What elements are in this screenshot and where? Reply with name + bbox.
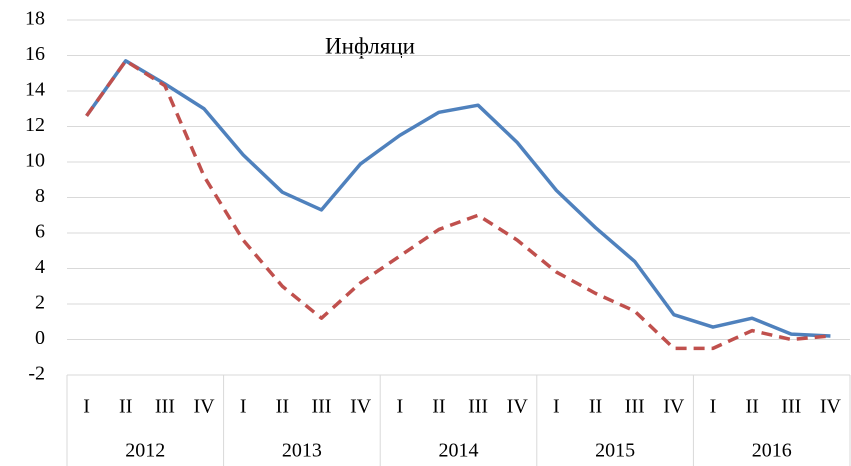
x-tick-label: IV [663, 396, 685, 418]
x-tick-label: III [625, 396, 645, 418]
x-tick-label: II [745, 396, 758, 418]
x-tick-label: I [396, 396, 403, 418]
year-label: 2012 [125, 440, 165, 462]
chart-title: Инфляци [325, 33, 415, 58]
x-tick-label: II [119, 396, 132, 418]
year-label: 2016 [752, 440, 792, 462]
y-tick-label: 8 [35, 185, 45, 207]
y-tick-label: 18 [25, 8, 45, 30]
y-tick-label: 2 [35, 292, 45, 314]
y-tick-label: 12 [25, 114, 45, 136]
y-tick-label: 6 [35, 221, 45, 243]
x-tick-label: I [240, 396, 247, 418]
y-tick-label: 0 [35, 327, 45, 349]
x-tick-label: IV [193, 396, 215, 418]
year-label: 2013 [282, 440, 322, 462]
x-tick-label: III [468, 396, 488, 418]
x-tick-label: II [589, 396, 602, 418]
x-tick-label: I [553, 396, 560, 418]
y-tick-label: 10 [25, 150, 45, 172]
series-line [85, 59, 831, 351]
x-tick-label: III [155, 396, 175, 418]
y-tick-label: 4 [35, 256, 45, 278]
x-tick-label: IV [350, 396, 372, 418]
y-tick-label: 14 [25, 79, 45, 101]
year-label: 2014 [439, 440, 479, 462]
x-tick-label: IV [507, 396, 529, 418]
x-tick-label: II [276, 396, 289, 418]
y-tick-label: -2 [28, 363, 45, 385]
x-tick-label: I [710, 396, 717, 418]
year-label: 2015 [595, 440, 635, 462]
y-tick-label: 16 [25, 43, 45, 65]
x-tick-label: III [781, 396, 801, 418]
x-tick-label: I [83, 396, 90, 418]
x-tick-label: III [311, 396, 331, 418]
x-tick-label: IV [820, 396, 842, 418]
x-tick-label: II [432, 396, 445, 418]
series-line [85, 59, 831, 338]
